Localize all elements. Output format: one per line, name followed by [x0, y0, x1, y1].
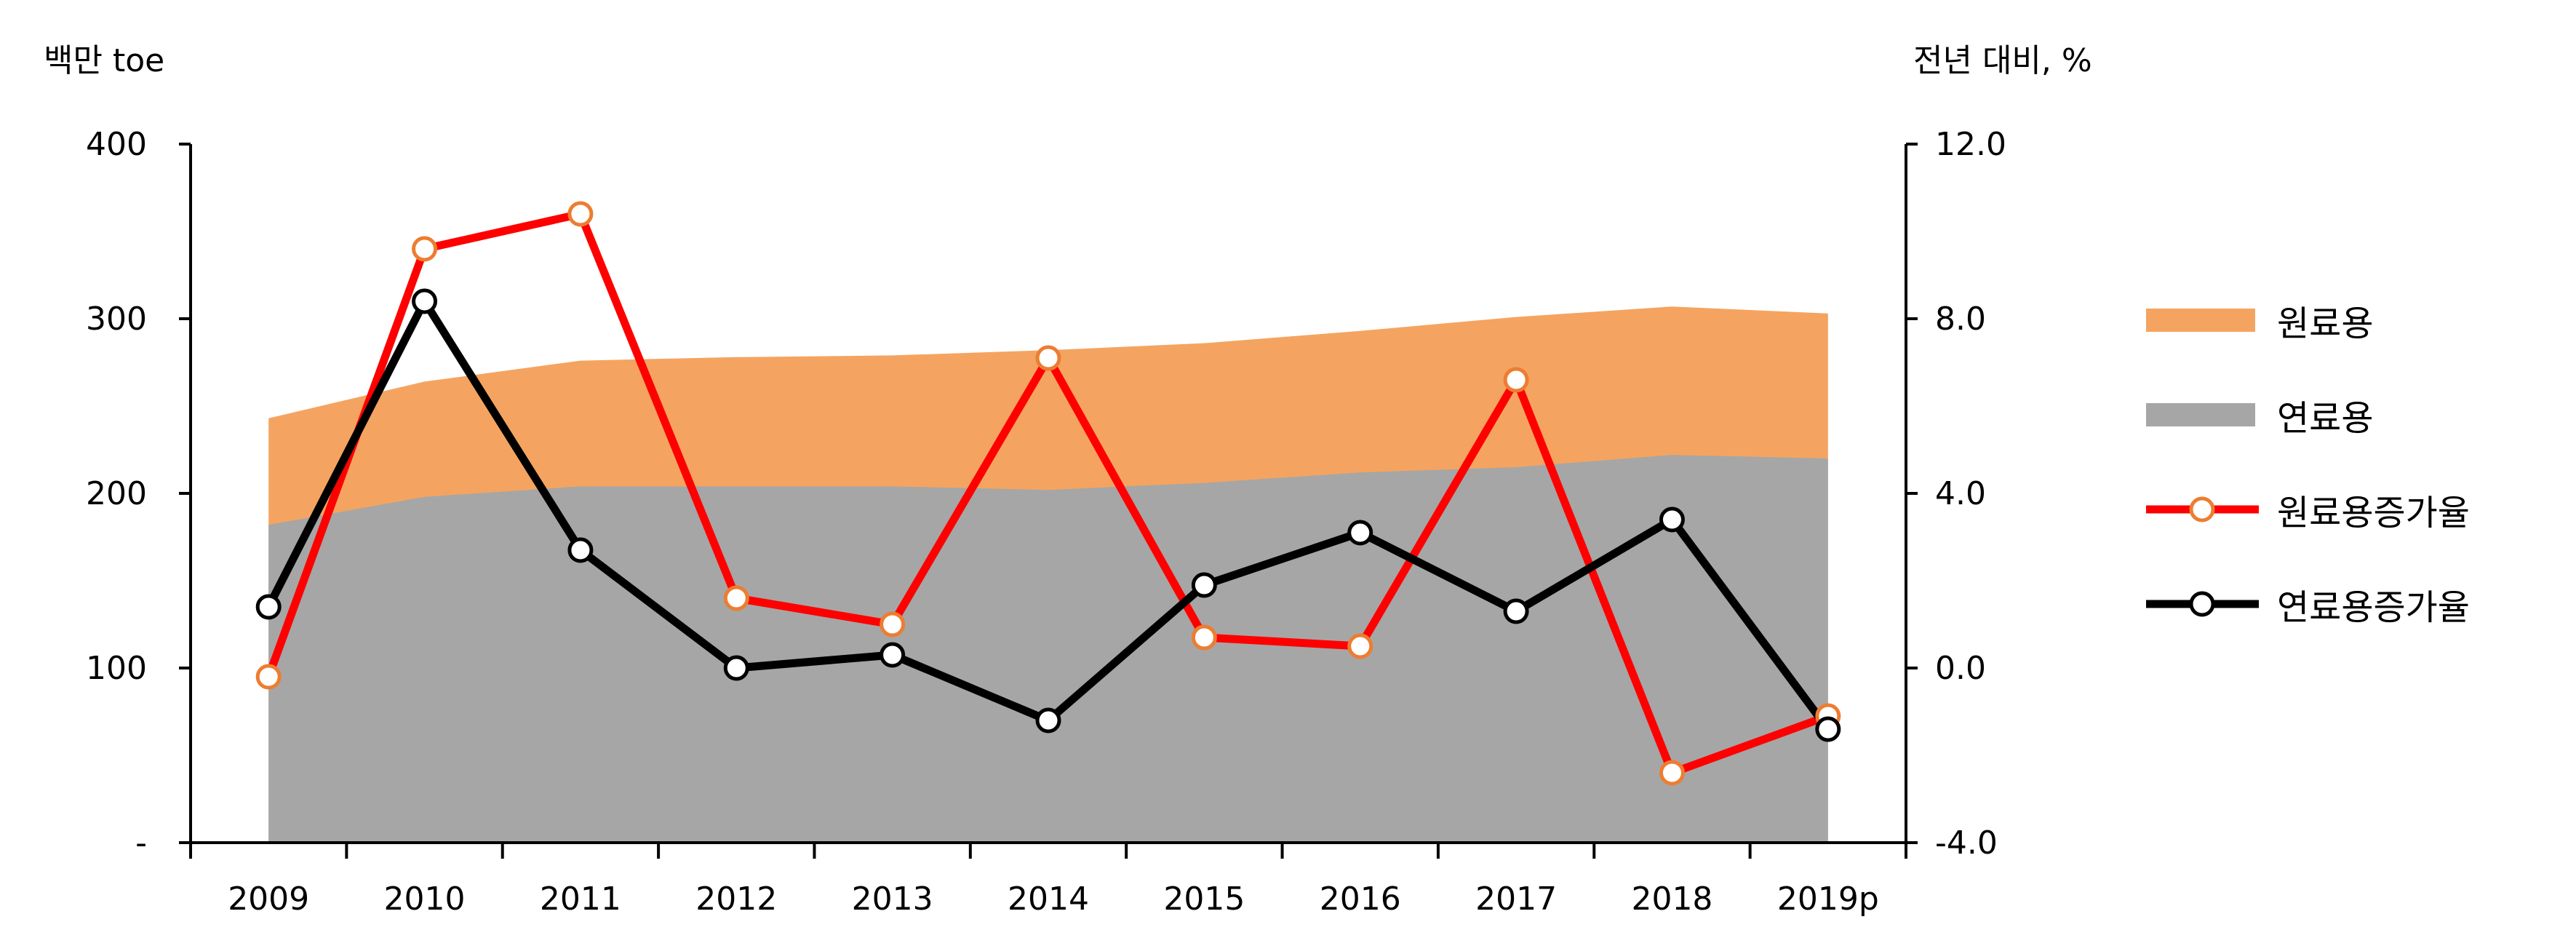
point-연료용증가율 — [723, 655, 749, 681]
left-tick-label: 300 — [86, 301, 147, 338]
point-연료용증가율 — [1815, 716, 1841, 742]
point-연료용증가율 — [567, 537, 594, 563]
x-tick-label: 2012 — [695, 881, 777, 918]
right-tick-label: 12.0 — [1935, 126, 2006, 163]
point-원료용증가율 — [412, 236, 438, 262]
x-tick-label: 2013 — [852, 881, 933, 918]
legend-item-연료용: 연료용 — [2132, 386, 2568, 444]
x-tick-label: 2016 — [1320, 881, 1401, 918]
point-원료용증가율 — [1659, 760, 1685, 786]
point-원료용증가율 — [1191, 624, 1217, 651]
legend-label: 연료용증가율 — [2277, 587, 2470, 628]
point-연료용증가율 — [255, 594, 282, 620]
right-tick-label: -4.0 — [1935, 824, 1998, 862]
right-tick-label: 0.0 — [1935, 650, 1986, 687]
area-연료용 — [268, 455, 1828, 843]
axes-layer: - 100 200 300 400 -4.0 0.0 4.0 8.0 12.0 2009 2010 20… — [86, 126, 2006, 918]
point-연료용증가율 — [1035, 707, 1061, 734]
area-layer — [268, 306, 1828, 843]
point-연료용증가율 — [1347, 520, 1373, 546]
x-tick-label: 2018 — [1631, 881, 1712, 918]
x-tick-label: 2010 — [384, 881, 466, 918]
point-연료용증가율 — [1503, 598, 1529, 624]
point-원료용증가율 — [567, 201, 594, 227]
x-tick-label: 2009 — [228, 881, 309, 918]
legend-label: 원료용증가율 — [2277, 493, 2470, 533]
x-tick-label: 2019p — [1777, 881, 1879, 918]
point-원료용증가율 — [1503, 367, 1529, 393]
left-tick-label: 100 — [86, 650, 147, 687]
legend-item-연료용증가율: 연료용증가율 — [2132, 575, 2568, 633]
x-tick-label: 2015 — [1163, 881, 1245, 918]
right-tick-label: 8.0 — [1935, 301, 1986, 338]
left-axis-unit-label: 백만 toe — [44, 42, 164, 79]
left-tick-label: 200 — [86, 475, 147, 512]
left-tick-label: 400 — [86, 126, 147, 163]
point-연료용증가율 — [880, 642, 906, 668]
point-연료용증가율 — [1659, 506, 1685, 533]
point-원료용증가율 — [723, 585, 749, 611]
point-원료용증가율 — [1347, 633, 1373, 659]
line-layer — [255, 201, 1841, 786]
legend-swatch-연료용 — [2146, 403, 2255, 426]
point-원료용증가율 — [255, 664, 282, 690]
left-tick-label: - — [135, 824, 147, 862]
legend-label: 원료용 — [2277, 303, 2374, 344]
legend-item-원료용: 원료용 — [2132, 291, 2568, 349]
x-tick-label: 2014 — [1008, 881, 1089, 918]
x-tick-label: 2011 — [540, 881, 621, 918]
legend-label: 연료용 — [2277, 398, 2374, 439]
legend-marker-원료용증가율 — [2189, 496, 2215, 522]
point-원료용증가율 — [1035, 345, 1061, 371]
point-연료용증가율 — [1191, 572, 1217, 598]
point-연료용증가율 — [412, 288, 438, 314]
legend-swatch-원료용 — [2146, 309, 2255, 332]
legend-marker-연료용증가율 — [2189, 591, 2215, 617]
point-원료용증가율 — [880, 611, 906, 637]
right-tick-label: 4.0 — [1935, 475, 1986, 512]
right-axis-unit-label: 전년 대비, % — [1913, 42, 2092, 79]
legend-item-원료용증가율: 원료용증가율 — [2132, 480, 2568, 538]
x-tick-label: 2017 — [1475, 881, 1557, 918]
